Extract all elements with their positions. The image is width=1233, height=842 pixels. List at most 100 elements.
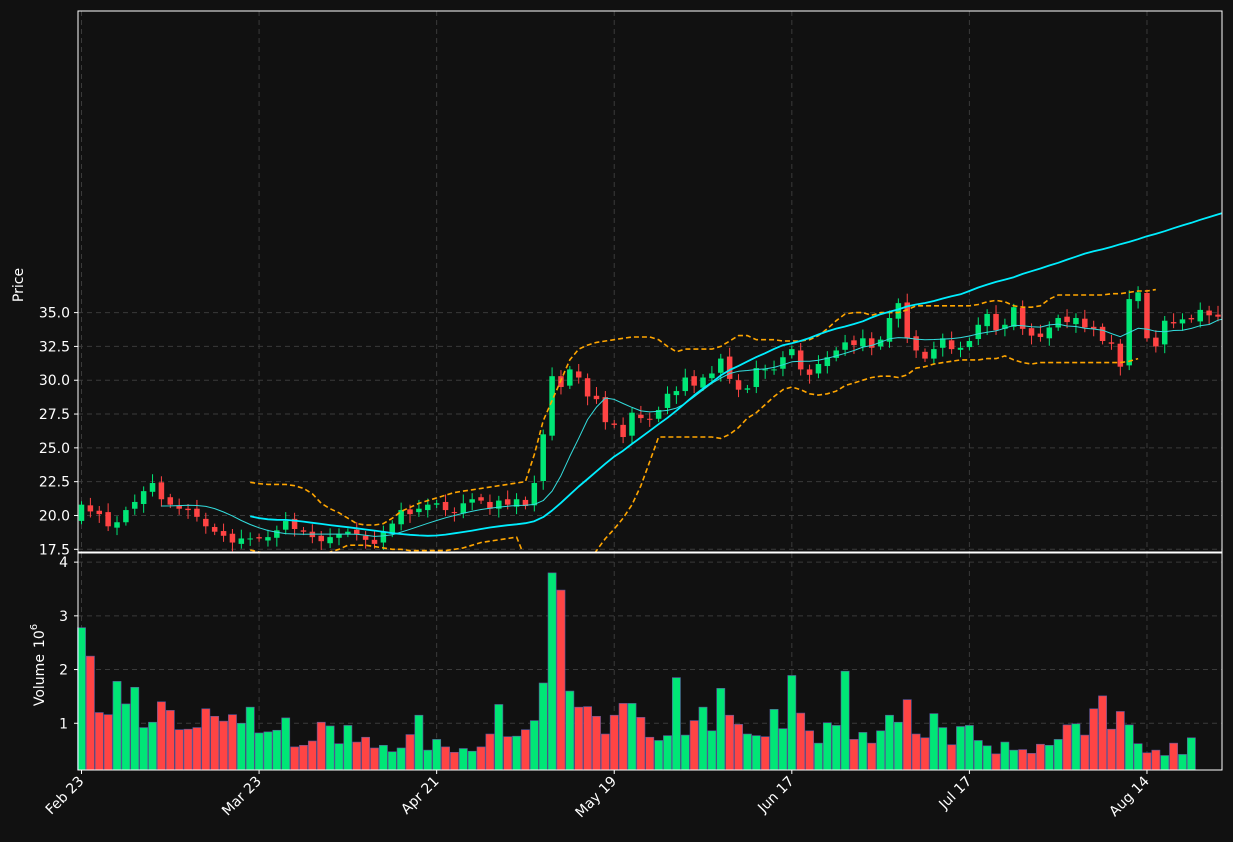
candle-body	[806, 369, 813, 375]
volume-bar	[902, 699, 912, 771]
candle-body	[602, 397, 609, 423]
volume-bar	[290, 746, 299, 771]
candle-body	[380, 531, 387, 543]
volume-bar	[130, 686, 140, 771]
candle-body	[549, 376, 555, 436]
volume-bar	[1053, 739, 1063, 771]
volume-bar	[583, 706, 592, 771]
candle-body	[282, 520, 289, 530]
volume-bar	[236, 722, 246, 771]
candle-body	[842, 342, 848, 350]
candle-body	[1055, 318, 1061, 328]
volume-bar	[458, 748, 468, 771]
volume-bar	[592, 715, 601, 771]
volume-bar	[751, 735, 761, 771]
candle-body	[513, 499, 520, 507]
volume-bar	[121, 703, 131, 771]
volume-bar	[672, 677, 681, 771]
candle-body	[780, 357, 786, 369]
price-panel	[78, 212, 1222, 552]
volume-bar	[228, 714, 237, 771]
price-ytick-label: 35.0	[39, 306, 70, 322]
candle-body	[132, 501, 138, 509]
volume-bar	[769, 709, 779, 771]
volume-bar	[157, 701, 166, 771]
candle-body	[771, 369, 777, 371]
volume-bar	[893, 721, 903, 771]
volume-bar	[654, 740, 664, 771]
volume-exponent-power: 6	[29, 624, 40, 630]
volume-bar	[778, 728, 788, 771]
volume-bar	[174, 729, 184, 771]
volume-bar	[1142, 752, 1152, 771]
volume-bar	[991, 753, 1001, 771]
volume-bar	[1151, 749, 1161, 771]
volume-bar	[423, 749, 433, 771]
volume-bar	[1071, 723, 1081, 771]
volume-bar	[281, 717, 291, 771]
candle-body	[442, 501, 449, 511]
candle-body	[957, 347, 964, 350]
candle-body	[389, 523, 396, 534]
candle-body	[158, 482, 165, 500]
volume-bar	[476, 746, 486, 771]
volume-bar	[574, 706, 584, 771]
volume-bar	[325, 725, 335, 771]
volume-bar	[396, 747, 406, 771]
candle-body	[425, 504, 431, 511]
candle-body	[709, 373, 715, 379]
volume-bar	[370, 747, 379, 771]
candle-body	[1046, 327, 1053, 339]
volume-bar	[94, 712, 104, 771]
candle-body	[1082, 318, 1088, 328]
volume-bar	[441, 746, 450, 771]
volume-axis-label-text: Volume	[32, 654, 48, 706]
candle-body	[504, 499, 511, 505]
candle-body	[1135, 292, 1141, 302]
candle-body	[1170, 322, 1177, 324]
volume-bar	[343, 725, 353, 771]
candle-body	[451, 512, 458, 514]
volume-bar	[503, 736, 513, 771]
volume-bar	[787, 675, 797, 771]
candle-body	[718, 358, 724, 373]
candle-body	[1144, 292, 1150, 339]
candle-body	[860, 338, 866, 347]
candle-body	[1108, 342, 1115, 344]
candle-body	[895, 303, 902, 319]
volume-ytick-label: 2	[59, 663, 68, 679]
candle-body	[327, 537, 333, 544]
volume-bar	[1044, 744, 1054, 771]
candle-body	[833, 350, 839, 358]
volume-bar	[858, 732, 868, 771]
volume-bar	[707, 730, 717, 771]
candle-body	[496, 500, 502, 509]
volume-bar	[547, 572, 557, 771]
candle-body	[345, 531, 351, 534]
volume-bar	[725, 714, 735, 771]
candle-body	[291, 518, 298, 530]
volume-bar	[361, 736, 371, 771]
volume-bar	[1027, 753, 1036, 771]
price-ytick-label: 32.5	[39, 339, 70, 355]
volume-bar	[867, 742, 877, 771]
volume-bar	[849, 739, 859, 771]
candle-body	[229, 533, 236, 543]
volume-bar	[263, 731, 273, 771]
volume-bar	[698, 706, 708, 771]
candle-body	[744, 388, 751, 390]
volume-bar	[1089, 708, 1099, 771]
volume-bar	[334, 743, 344, 771]
volume-bar	[840, 670, 850, 771]
candle-body	[567, 369, 573, 386]
volume-bar	[814, 742, 823, 771]
volume-bar	[911, 733, 921, 771]
volume-bar	[805, 730, 814, 771]
volume-bar	[192, 727, 202, 771]
candle-body	[1090, 326, 1097, 329]
candle-body	[96, 510, 103, 515]
candle-body	[1215, 314, 1221, 317]
volume-bar	[432, 739, 442, 771]
candle-body	[1028, 328, 1035, 336]
candle-body	[220, 531, 227, 536]
